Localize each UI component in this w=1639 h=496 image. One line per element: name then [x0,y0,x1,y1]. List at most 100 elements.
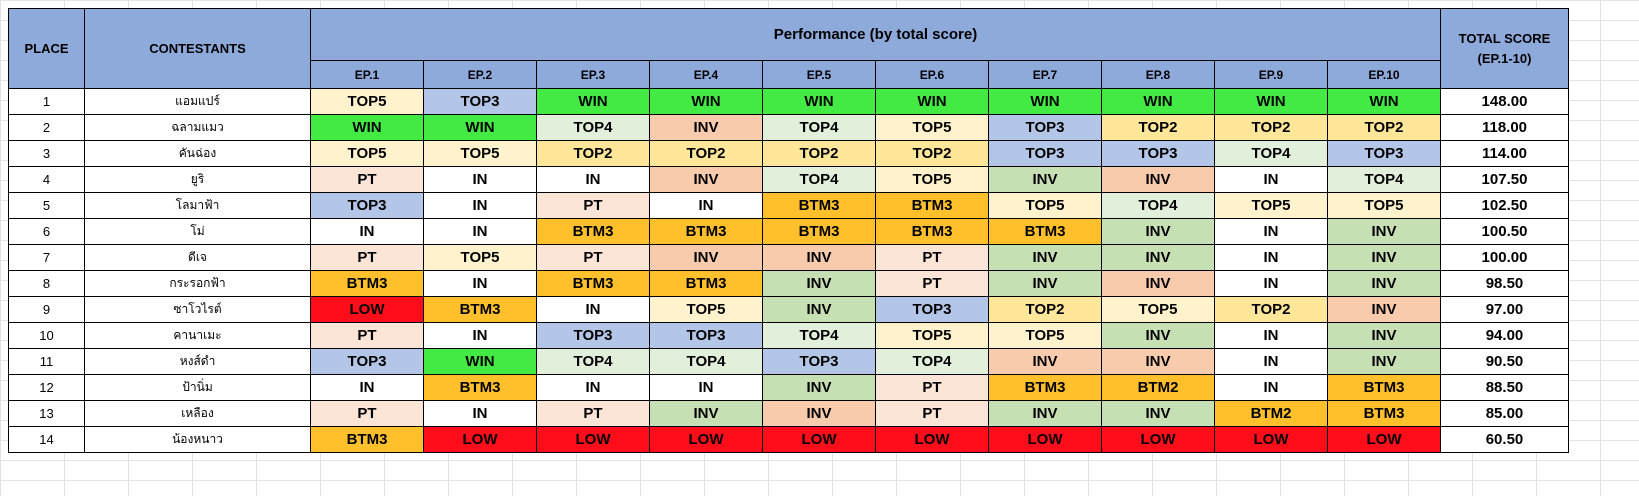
episode-result-cell[interactable]: PT [875,270,989,297]
episode-result-cell[interactable]: INV [1101,218,1215,245]
episode-result-cell[interactable]: TOP5 [310,140,424,167]
total-score-cell[interactable]: 102.50 [1440,192,1569,219]
episode-result-cell[interactable]: TOP5 [988,192,1102,219]
episode-result-cell[interactable]: TOP3 [988,140,1102,167]
episode-result-cell[interactable]: IN [423,166,537,193]
episode-result-cell[interactable]: TOP4 [536,348,650,375]
episode-header-cell[interactable]: EP.9 [1214,60,1328,89]
episode-result-cell[interactable]: INV [1327,244,1441,271]
episode-result-cell[interactable]: BTM3 [988,374,1102,401]
episode-result-cell[interactable]: PT [536,244,650,271]
total-score-cell[interactable]: 98.50 [1440,270,1569,297]
episode-result-cell[interactable]: IN [423,322,537,349]
episode-result-cell[interactable]: IN [536,166,650,193]
contestant-name-cell[interactable]: เหลือง [84,400,311,427]
episode-result-cell[interactable]: TOP5 [988,322,1102,349]
episode-result-cell[interactable]: TOP4 [875,348,989,375]
episode-result-cell[interactable]: INV [1101,166,1215,193]
total-score-cell[interactable]: 85.00 [1440,400,1569,427]
episode-header-cell[interactable]: EP.6 [875,60,989,89]
episode-result-cell[interactable]: BTM3 [762,218,876,245]
total-score-cell[interactable]: 100.50 [1440,218,1569,245]
episode-result-cell[interactable]: INV [762,374,876,401]
contestant-name-cell[interactable]: หงส์ดำ [84,348,311,375]
place-cell[interactable]: 1 [8,88,85,115]
episode-result-cell[interactable]: WIN [762,88,876,115]
episode-header-cell[interactable]: EP.2 [423,60,537,89]
episode-result-cell[interactable]: BTM3 [310,426,424,453]
episode-result-cell[interactable]: TOP3 [536,322,650,349]
episode-result-cell[interactable]: PT [875,244,989,271]
episode-header-cell[interactable]: EP.7 [988,60,1102,89]
episode-result-cell[interactable]: TOP3 [423,88,537,115]
episode-result-cell[interactable]: INV [1101,322,1215,349]
episode-result-cell[interactable]: TOP4 [536,114,650,141]
episode-result-cell[interactable]: IN [310,218,424,245]
episode-result-cell[interactable]: INV [762,270,876,297]
episode-result-cell[interactable]: TOP2 [1214,296,1328,323]
episode-result-cell[interactable]: INV [1101,400,1215,427]
episode-result-cell[interactable]: TOP2 [988,296,1102,323]
episode-result-cell[interactable]: BTM3 [1327,374,1441,401]
episode-result-cell[interactable]: BTM3 [310,270,424,297]
episode-result-cell[interactable]: BTM3 [649,270,763,297]
contestant-name-cell[interactable]: ฉลามแมว [84,114,311,141]
episode-result-cell[interactable]: IN [1214,166,1328,193]
episode-result-cell[interactable]: PT [310,400,424,427]
episode-result-cell[interactable]: TOP3 [762,348,876,375]
episode-result-cell[interactable]: WIN [536,88,650,115]
episode-result-cell[interactable]: PT [536,400,650,427]
performance-header[interactable]: Performance (by total score) [310,8,1441,61]
episode-result-cell[interactable]: IN [649,192,763,219]
episode-result-cell[interactable]: INV [1101,348,1215,375]
episode-result-cell[interactable]: LOW [310,296,424,323]
episode-result-cell[interactable]: TOP2 [1101,114,1215,141]
episode-result-cell[interactable]: TOP4 [649,348,763,375]
episode-result-cell[interactable]: PT [310,244,424,271]
episode-result-cell[interactable]: BTM3 [875,192,989,219]
episode-result-cell[interactable]: TOP3 [1101,140,1215,167]
episode-result-cell[interactable]: BTM3 [762,192,876,219]
episode-result-cell[interactable]: WIN [875,88,989,115]
episode-result-cell[interactable]: BTM2 [1101,374,1215,401]
episode-result-cell[interactable]: TOP4 [762,114,876,141]
episode-result-cell[interactable]: IN [1214,374,1328,401]
episode-result-cell[interactable]: IN [1214,348,1328,375]
episode-result-cell[interactable]: TOP5 [1327,192,1441,219]
total-score-cell[interactable]: 97.00 [1440,296,1569,323]
episode-result-cell[interactable]: PT [875,374,989,401]
episode-result-cell[interactable]: IN [1214,244,1328,271]
episode-result-cell[interactable]: WIN [423,348,537,375]
episode-result-cell[interactable]: PT [310,322,424,349]
place-cell[interactable]: 3 [8,140,85,167]
episode-result-cell[interactable]: LOW [423,426,537,453]
episode-result-cell[interactable]: TOP4 [1327,166,1441,193]
episode-result-cell[interactable]: TOP3 [875,296,989,323]
episode-result-cell[interactable]: TOP2 [875,140,989,167]
episode-result-cell[interactable]: WIN [1214,88,1328,115]
episode-result-cell[interactable]: TOP5 [1101,296,1215,323]
episode-header-cell[interactable]: EP.10 [1327,60,1441,89]
contestant-name-cell[interactable]: แอมแปร์ [84,88,311,115]
episode-result-cell[interactable]: IN [536,296,650,323]
episode-result-cell[interactable]: BTM3 [988,218,1102,245]
total-score-cell[interactable]: 114.00 [1440,140,1569,167]
place-cell[interactable]: 10 [8,322,85,349]
episode-result-cell[interactable]: BTM3 [875,218,989,245]
episode-result-cell[interactable]: LOW [649,426,763,453]
episode-result-cell[interactable]: IN [423,218,537,245]
contestants-header[interactable]: CONTESTANTS [84,8,311,89]
episode-result-cell[interactable]: INV [1327,348,1441,375]
total-score-cell[interactable]: 107.50 [1440,166,1569,193]
episode-result-cell[interactable]: BTM3 [423,374,537,401]
episode-result-cell[interactable]: INV [649,166,763,193]
episode-result-cell[interactable]: WIN [1327,88,1441,115]
episode-result-cell[interactable]: LOW [1101,426,1215,453]
place-cell[interactable]: 8 [8,270,85,297]
total-score-header[interactable]: TOTAL SCORE (EP.1-10) [1440,8,1569,89]
episode-result-cell[interactable]: IN [1214,218,1328,245]
total-score-cell[interactable]: 60.50 [1440,426,1569,453]
place-cell[interactable]: 13 [8,400,85,427]
episode-result-cell[interactable]: TOP4 [1101,192,1215,219]
contestant-name-cell[interactable]: คันฉ่อง [84,140,311,167]
